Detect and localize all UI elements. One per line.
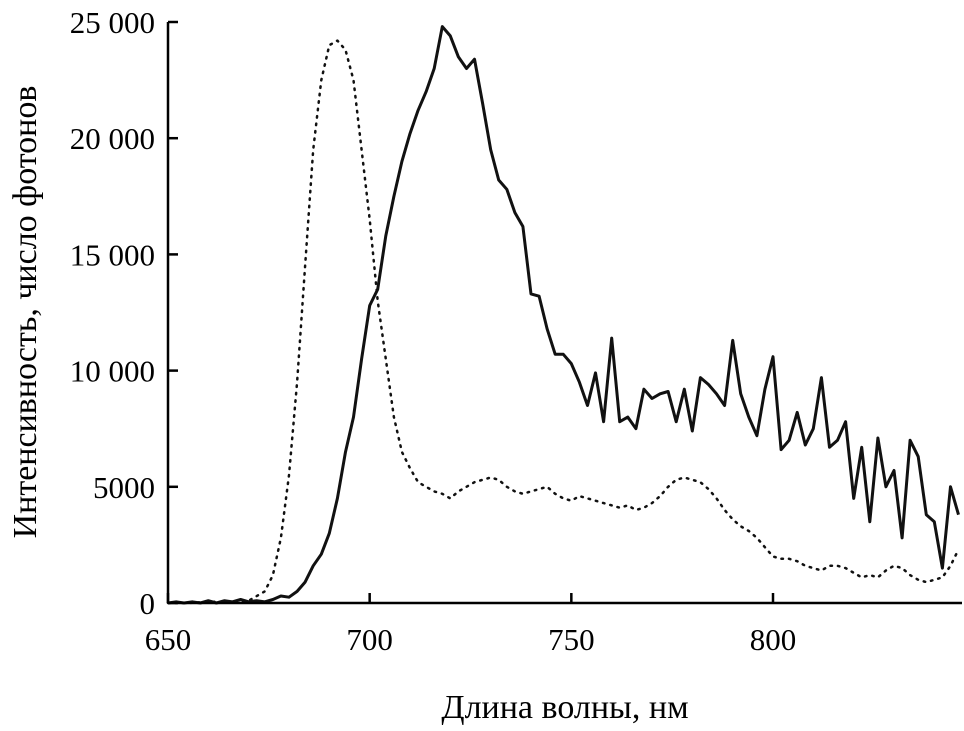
y-tick-label: 15 000 [70, 237, 155, 272]
y-axis-title: Интенсивность, число фотонов [7, 86, 44, 539]
y-tick-label: 5000 [93, 470, 155, 505]
axes [166, 22, 962, 605]
x-axis-title: Длина волны, нм [441, 689, 688, 726]
series-solid-line [167, 25, 960, 605]
x-tick-label: 800 [750, 622, 797, 657]
x-tick-label: 700 [346, 622, 393, 657]
y-tick-label: 20 000 [70, 121, 155, 156]
series-layer [166, 25, 960, 605]
ticks: 650 700 750 800 0 5000 10 000 15 000 20 000 25 00… [70, 5, 797, 657]
y-tick-label: 10 000 [70, 354, 155, 389]
y-tick-label: 25 000 [70, 5, 155, 40]
x-tick-label: 650 [145, 622, 192, 657]
y-tick-label: 0 [140, 586, 156, 621]
x-tick-label: 750 [548, 622, 595, 657]
series-dotted-line [166, 39, 960, 605]
